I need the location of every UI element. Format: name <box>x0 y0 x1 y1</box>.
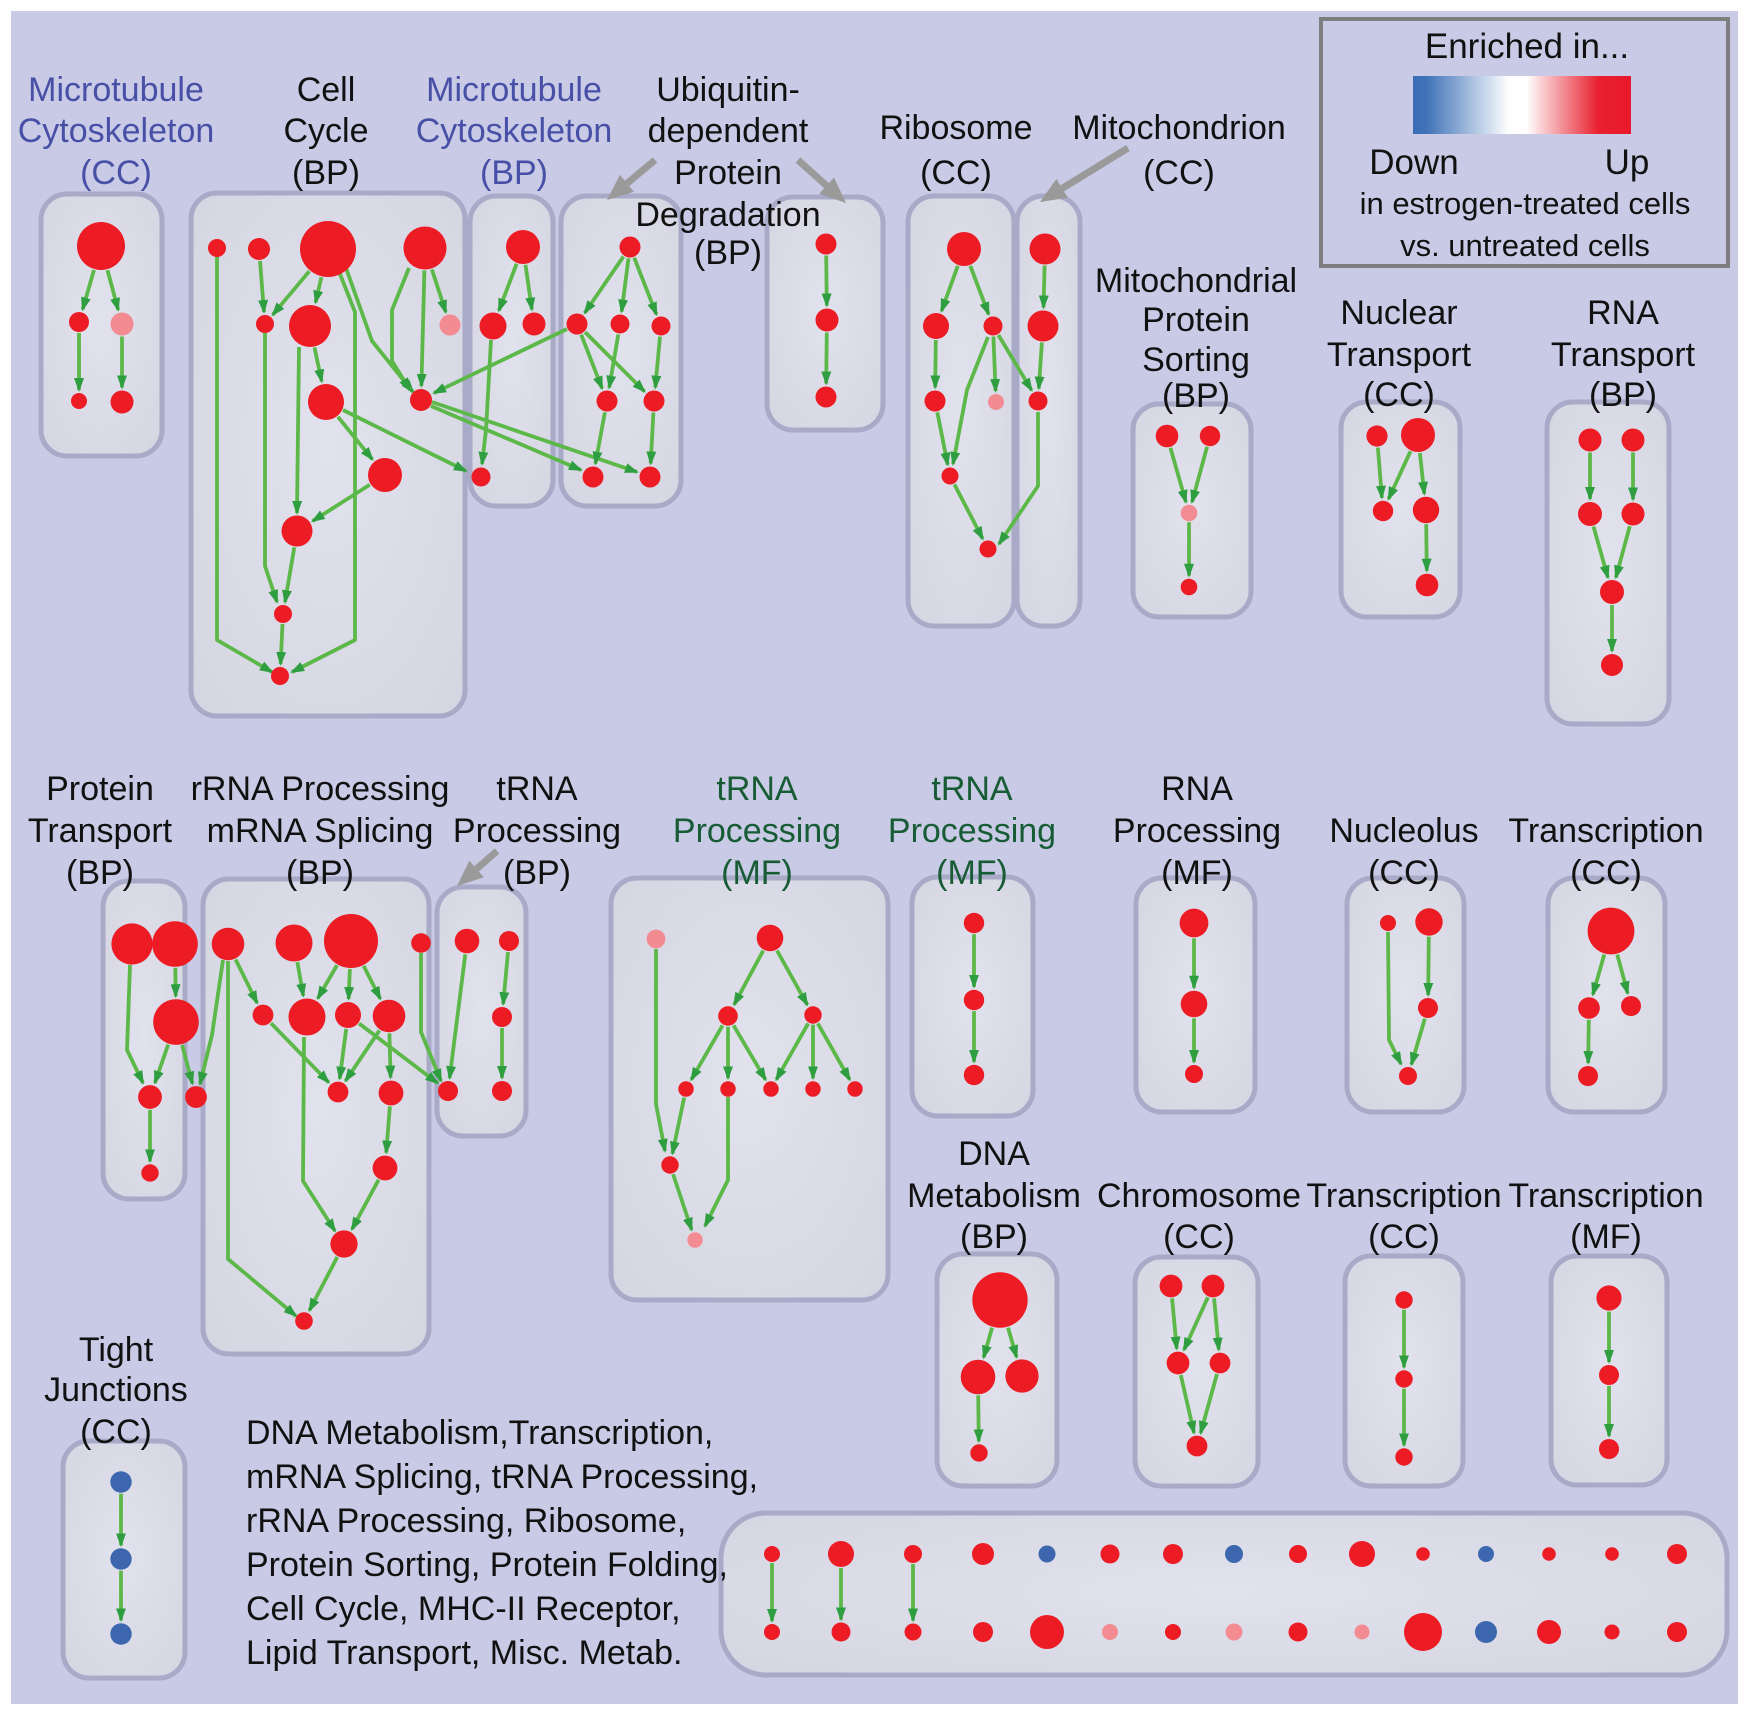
svg-text:(MF): (MF) <box>721 854 793 892</box>
svg-text:vs. untreated cells: vs. untreated cells <box>1400 228 1650 263</box>
svg-text:Processing: Processing <box>673 812 841 850</box>
svg-text:tRNA: tRNA <box>496 770 578 808</box>
svg-text:Mitochondrial: Mitochondrial <box>1095 262 1297 300</box>
svg-text:(CC): (CC) <box>920 154 992 192</box>
svg-text:mRNA Splicing, tRNA Processing: mRNA Splicing, tRNA Processing, <box>246 1458 758 1496</box>
svg-text:DNA Metabolism,Transcription,: DNA Metabolism,Transcription, <box>246 1414 713 1452</box>
svg-text:Processing: Processing <box>1113 812 1281 850</box>
svg-text:Transport: Transport <box>1327 336 1472 374</box>
svg-text:Tight: Tight <box>79 1331 154 1369</box>
svg-text:in estrogen-treated cells: in estrogen-treated cells <box>1360 186 1691 221</box>
svg-text:Transport: Transport <box>28 812 173 850</box>
svg-text:(BP): (BP) <box>1162 377 1230 415</box>
svg-text:tRNA: tRNA <box>716 770 798 808</box>
svg-text:Lipid Transport, Misc. Metab.: Lipid Transport, Misc. Metab. <box>246 1634 683 1672</box>
svg-text:Transport: Transport <box>1551 336 1696 374</box>
svg-text:Protein: Protein <box>674 154 782 192</box>
svg-text:Processing: Processing <box>888 812 1056 850</box>
svg-text:(CC): (CC) <box>1368 854 1440 892</box>
svg-text:(BP): (BP) <box>66 854 134 892</box>
svg-text:Up: Up <box>1605 143 1650 182</box>
svg-text:tRNA: tRNA <box>931 770 1013 808</box>
svg-text:Protein: Protein <box>46 770 154 808</box>
svg-text:Cycle: Cycle <box>283 112 368 150</box>
svg-text:(BP): (BP) <box>960 1218 1028 1256</box>
svg-text:Protein Sorting, Protein Foldi: Protein Sorting, Protein Folding, <box>246 1546 728 1584</box>
svg-text:DNA: DNA <box>958 1135 1030 1173</box>
svg-text:(BP): (BP) <box>292 154 360 192</box>
svg-text:Degradation: Degradation <box>635 196 820 234</box>
svg-text:Cytoskeleton: Cytoskeleton <box>416 112 613 150</box>
svg-text:(CC): (CC) <box>1570 854 1642 892</box>
svg-text:Cell Cycle, MHC-II Receptor,: Cell Cycle, MHC-II Receptor, <box>246 1590 681 1628</box>
svg-text:(CC): (CC) <box>80 1413 152 1451</box>
svg-text:(CC): (CC) <box>1368 1218 1440 1256</box>
svg-text:RNA: RNA <box>1587 294 1659 332</box>
svg-text:Down: Down <box>1369 143 1458 182</box>
svg-text:Ubiquitin-: Ubiquitin- <box>656 71 800 109</box>
svg-text:Microtubule: Microtubule <box>426 71 602 109</box>
svg-text:Microtubule: Microtubule <box>28 71 204 109</box>
svg-text:RNA: RNA <box>1161 770 1233 808</box>
svg-text:Ribosome: Ribosome <box>879 109 1032 147</box>
svg-text:Cytoskeleton: Cytoskeleton <box>18 112 215 150</box>
svg-text:(BP): (BP) <box>503 854 571 892</box>
svg-text:(MF): (MF) <box>1570 1218 1642 1256</box>
svg-text:Chromosome: Chromosome <box>1097 1177 1301 1215</box>
svg-text:(BP): (BP) <box>1589 376 1657 414</box>
svg-text:mRNA Splicing: mRNA Splicing <box>207 812 434 850</box>
svg-text:Transcription: Transcription <box>1508 812 1703 850</box>
svg-text:(CC): (CC) <box>80 154 152 192</box>
svg-text:(MF): (MF) <box>936 854 1008 892</box>
svg-text:(BP): (BP) <box>286 854 354 892</box>
svg-text:rRNA Processing, Ribosome,: rRNA Processing, Ribosome, <box>246 1502 686 1540</box>
svg-text:(BP): (BP) <box>694 234 762 272</box>
svg-text:Sorting: Sorting <box>1142 341 1250 379</box>
svg-text:Protein: Protein <box>1142 301 1250 339</box>
svg-text:Transcription: Transcription <box>1508 1177 1703 1215</box>
svg-text:Nucleolus: Nucleolus <box>1329 812 1478 850</box>
svg-text:rRNA Processing: rRNA Processing <box>191 770 450 808</box>
svg-text:Processing: Processing <box>453 812 621 850</box>
svg-text:Metabolism: Metabolism <box>907 1177 1081 1215</box>
svg-text:(MF): (MF) <box>1161 854 1233 892</box>
svg-text:Mitochondrion: Mitochondrion <box>1072 109 1286 147</box>
svg-text:Transcription: Transcription <box>1306 1177 1501 1215</box>
svg-text:(BP): (BP) <box>480 154 548 192</box>
svg-text:dependent: dependent <box>648 112 809 150</box>
svg-text:(CC): (CC) <box>1163 1218 1235 1256</box>
svg-text:Enriched in...: Enriched in... <box>1425 27 1629 66</box>
svg-text:(CC): (CC) <box>1143 154 1215 192</box>
svg-text:Junctions: Junctions <box>44 1371 188 1409</box>
svg-text:Nuclear: Nuclear <box>1340 294 1457 332</box>
svg-text:Cell: Cell <box>297 71 356 109</box>
svg-text:(CC): (CC) <box>1363 376 1435 414</box>
